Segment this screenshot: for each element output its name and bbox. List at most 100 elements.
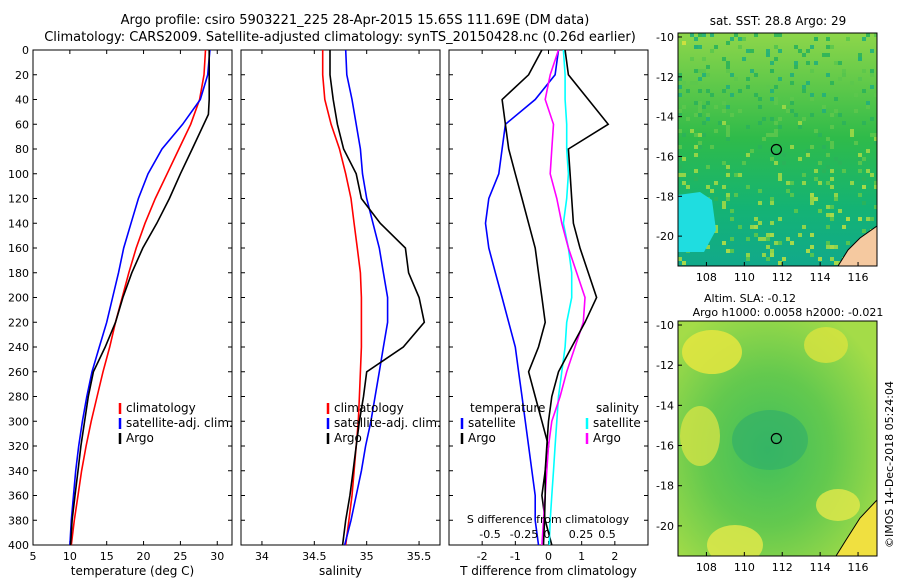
- legend-label: Argo: [126, 431, 154, 445]
- sst-pixel: [730, 113, 734, 117]
- sst-pixel: [762, 237, 766, 241]
- sla-map-subtitle: Argo h1000: 0.0058 h2000: -0.021: [693, 306, 884, 319]
- sst-pixel: [714, 229, 718, 233]
- sst-pixel: [770, 133, 774, 137]
- sst-pixel: [766, 133, 770, 137]
- map-x-tick-label: 108: [696, 271, 717, 284]
- x-tick-label: -1: [510, 550, 521, 563]
- sst-pixel: [770, 117, 774, 121]
- sst-pixel: [854, 109, 858, 113]
- sst-pixel: [774, 33, 778, 37]
- sst-pixel: [766, 237, 770, 241]
- sst-pixel: [810, 113, 814, 117]
- sst-pixel: [714, 105, 718, 109]
- sst-pixel: [770, 197, 774, 201]
- sst-pixel: [850, 181, 854, 185]
- sst-pixel: [790, 145, 794, 149]
- map-x-tick-label: 116: [848, 561, 869, 574]
- x-tick-label: 2: [611, 550, 618, 563]
- header-line-2: Climatology: CARS2009. Satellite-adjuste…: [44, 30, 636, 45]
- sst-pixel: [874, 141, 877, 145]
- sst-pixel: [790, 73, 794, 77]
- temperature-panel: 0 20 40 60 80 100 120 140 160 180 200 220 240 260 280 3…: [8, 44, 233, 578]
- legend-title: temperature: [470, 401, 545, 415]
- sst-pixel: [814, 177, 818, 181]
- sst-pixel: [710, 93, 714, 97]
- map-y-tick-label: -18: [656, 480, 674, 493]
- sst-pixel: [790, 109, 794, 113]
- sla-high-blob: [804, 327, 848, 363]
- sst-pixel: [682, 81, 686, 85]
- sst-pixel: [806, 61, 810, 65]
- legend-label: satellite-adj. clim.: [334, 416, 441, 430]
- sst-pixel: [694, 177, 698, 181]
- sst-pixel: [754, 73, 758, 77]
- sst-pixel: [726, 105, 730, 109]
- sst-pixel: [870, 49, 874, 53]
- sst-pixel: [766, 53, 770, 57]
- sst-pixel: [802, 85, 806, 89]
- sst-pixel: [826, 165, 830, 169]
- y-tick-label: 340: [8, 465, 29, 478]
- x-tick-label: 35: [360, 550, 374, 563]
- sst-pixel: [698, 133, 702, 137]
- sst-pixel: [862, 229, 866, 233]
- sst-pixel: [706, 113, 710, 117]
- sst-pixel: [778, 261, 782, 265]
- sla-map: Altim. SLA: -0.12 Argo h1000: 0.0058 h20…: [656, 292, 883, 574]
- legend-label: climatology: [334, 401, 404, 415]
- sst-pixel: [806, 81, 810, 85]
- sst-pixel: [774, 85, 778, 89]
- sst-pixel: [850, 129, 854, 133]
- sst-pixel: [758, 237, 762, 241]
- sst-pixel: [858, 57, 862, 61]
- sst-pixel: [862, 69, 866, 73]
- sla-map-axes: 108 110 112 114 116 -10 -12 -14 -16 -18 -20: [656, 319, 869, 574]
- sst-pixel: [766, 233, 770, 237]
- sst-pixel: [758, 221, 762, 225]
- sst-pixel: [678, 109, 682, 113]
- sst-pixel: [778, 173, 782, 177]
- map-y-tick-label: -20: [656, 230, 674, 243]
- sst-pixel: [770, 233, 774, 237]
- sst-pixel: [806, 49, 810, 53]
- sst-pixel: [802, 89, 806, 93]
- sst-pixel: [714, 45, 718, 49]
- sst-pixel: [706, 185, 710, 189]
- sst-pixel: [698, 77, 702, 81]
- sst-pixel: [782, 257, 786, 261]
- sst-pixel: [754, 217, 758, 221]
- sst-pixel: [806, 149, 810, 153]
- sst-pixel: [830, 177, 834, 181]
- sst-pixel: [694, 81, 698, 85]
- sst-pixel: [850, 133, 854, 137]
- sst-pixel: [714, 129, 718, 133]
- sst-pixel: [738, 173, 742, 177]
- sst-pixel: [834, 261, 838, 265]
- legend-label: satellite: [593, 416, 641, 430]
- legend-label: Argo: [334, 431, 362, 445]
- sst-pixel: [770, 61, 774, 65]
- sst-pixel: [722, 205, 726, 209]
- sst-pixel: [874, 93, 877, 97]
- sst-pixel: [730, 93, 734, 97]
- sst-pixel: [870, 133, 874, 137]
- sst-pixel: [694, 45, 698, 49]
- y-tick-label: 20: [15, 69, 29, 82]
- sst-pixel: [778, 33, 782, 37]
- sst-pixel: [774, 241, 778, 245]
- sst-pixel: [678, 129, 682, 133]
- sst-pixel: [726, 197, 730, 201]
- sst-pixel: [682, 173, 686, 177]
- sst-pixel: [730, 209, 734, 213]
- sst-pixel: [682, 261, 686, 265]
- sst-pixel: [826, 213, 830, 217]
- sst-pixel: [814, 129, 818, 133]
- sst-pixel: [706, 65, 710, 69]
- sst-pixel: [838, 77, 842, 81]
- sst-pixel: [726, 249, 730, 253]
- x-tick-label: -2: [477, 550, 488, 563]
- map-y-tick-label: -12: [656, 71, 674, 84]
- sst-pixel: [782, 161, 786, 165]
- sst-pixel: [830, 205, 834, 209]
